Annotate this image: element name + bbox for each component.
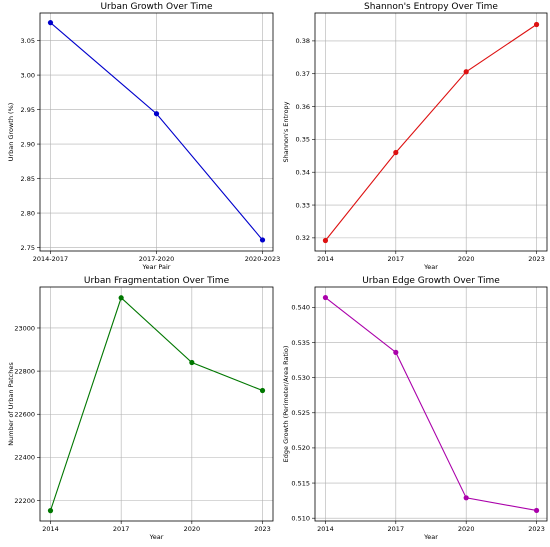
x-axis-label: Year xyxy=(423,533,438,541)
x-tick-label: 2023 xyxy=(254,525,271,533)
series-line xyxy=(325,297,537,512)
y-tick-label: 22800 xyxy=(14,367,35,375)
y-tick-label: 22400 xyxy=(14,454,35,462)
y-tick-label: 0.540 xyxy=(291,304,310,312)
data-point xyxy=(393,349,399,355)
data-point xyxy=(533,507,540,514)
chart-title: Urban Fragmentation Over Time xyxy=(84,276,230,286)
y-tick-label: 0.38 xyxy=(296,37,310,45)
chart-title: Urban Edge Growth Over Time xyxy=(362,276,500,286)
y-tick-label: 0.525 xyxy=(291,409,310,417)
y-tick-label: 0.32 xyxy=(296,234,310,242)
x-tick-label: 2014 xyxy=(317,525,334,533)
x-tick-label: 2017 xyxy=(113,525,130,533)
data-point xyxy=(533,21,540,28)
chart-panel-3: 22200 22400 22600 22800 23000 2014 2017 2020 202… xyxy=(7,276,274,541)
data-point xyxy=(118,295,124,301)
y-tick-label: 0.530 xyxy=(291,374,310,382)
y-tick-label: 22200 xyxy=(14,497,35,505)
y-tick-label: 2.85 xyxy=(21,175,35,183)
data-point xyxy=(47,20,54,26)
x-tick-label: 2017 xyxy=(388,525,405,533)
x-tick-label: 2014-2017 xyxy=(33,255,68,263)
plot-frame xyxy=(39,12,274,252)
data-point xyxy=(189,359,195,366)
y-axis-label: Shannon's Entropy xyxy=(282,101,290,162)
y-tick-label: 0.520 xyxy=(291,444,310,452)
series-line xyxy=(325,24,537,241)
y-tick-label: 0.510 xyxy=(291,514,310,522)
data-point xyxy=(322,237,329,244)
x-axis-label: Year Pair xyxy=(142,263,171,271)
y-axis-label: Number of Urban Patches xyxy=(7,362,15,446)
y-tick-label: 2.90 xyxy=(21,140,35,148)
chart-panel-1: 2.75 2.80 2.85 2.90 2.95 3.00 3.05 2014-2017 201… xyxy=(7,2,280,271)
chart-panel-2: 0.32 0.33 0.34 0.35 0.36 0.37 0.38 2014 2017 2020… xyxy=(282,2,548,271)
x-tick-label: 2020 xyxy=(184,525,201,533)
y-axis-label: Urban Growth (%) xyxy=(7,103,15,162)
y-tick-label: 0.36 xyxy=(296,103,310,111)
data-point xyxy=(322,294,329,301)
plot-frame xyxy=(314,12,548,252)
y-tick-label: 23000 xyxy=(14,324,35,332)
x-tick-label: 2014 xyxy=(317,255,334,263)
x-tick-label: 2023 xyxy=(528,255,545,263)
y-tick-label: 0.33 xyxy=(296,201,310,209)
plot-frame xyxy=(39,286,274,522)
y-tick-label: 0.37 xyxy=(296,70,310,78)
data-point xyxy=(463,495,469,501)
y-tick-label: 2.75 xyxy=(21,244,35,252)
y-tick-label: 0.535 xyxy=(291,339,310,347)
y-axis-label: Edge Growth (Perimeter/Area Ratio) xyxy=(282,346,290,463)
x-tick-label: 2023 xyxy=(528,525,545,533)
data-point xyxy=(463,69,469,75)
y-tick-label: 0.515 xyxy=(291,479,310,487)
chart-title: Shannon's Entropy Over Time xyxy=(364,2,498,12)
series-line xyxy=(49,296,263,511)
y-tick-label: 0.34 xyxy=(296,169,310,177)
x-tick-label: 2017 xyxy=(388,255,405,263)
x-tick-label: 2020-2023 xyxy=(245,255,280,263)
y-tick-label: 0.35 xyxy=(296,136,310,144)
data-point xyxy=(259,387,266,394)
y-tick-label: 3.05 xyxy=(21,37,35,45)
plot-frame xyxy=(314,286,548,522)
y-tick-label: 3.00 xyxy=(21,71,35,79)
chart-panel-4: 0.510 0.515 0.520 0.525 0.530 0.535 0.540 2014 2… xyxy=(282,276,548,541)
x-tick-label: 2020 xyxy=(458,525,475,533)
x-axis-label: Year xyxy=(149,533,164,541)
y-tick-label: 22600 xyxy=(14,411,35,419)
x-tick-label: 2014 xyxy=(42,525,59,533)
y-tick-label: 2.80 xyxy=(21,209,35,217)
chart-title: Urban Growth Over Time xyxy=(100,2,213,12)
x-axis-label: Year xyxy=(423,263,438,271)
data-point xyxy=(153,111,160,117)
data-point xyxy=(47,508,54,514)
data-point xyxy=(259,237,266,243)
data-point xyxy=(393,149,399,156)
x-tick-label: 2017-2020 xyxy=(139,255,174,263)
x-tick-label: 2020 xyxy=(458,255,475,263)
y-tick-label: 2.95 xyxy=(21,106,35,114)
